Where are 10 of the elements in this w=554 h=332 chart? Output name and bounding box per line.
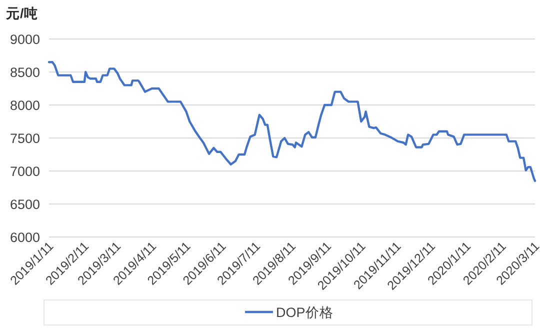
y-tick-label: 8500 xyxy=(10,65,40,80)
y-tick-label: 7000 xyxy=(10,164,40,179)
y-tick-label: 7500 xyxy=(10,131,40,146)
y-tick-label: 9000 xyxy=(10,32,40,47)
y-tick-label: 8000 xyxy=(10,98,40,113)
y-tick-label: 6000 xyxy=(10,230,40,245)
y-tick-label: 6500 xyxy=(10,197,40,212)
legend-label: DOP价格 xyxy=(276,305,334,320)
line-series xyxy=(48,61,536,182)
y-axis-title: 元/吨 xyxy=(5,6,38,21)
